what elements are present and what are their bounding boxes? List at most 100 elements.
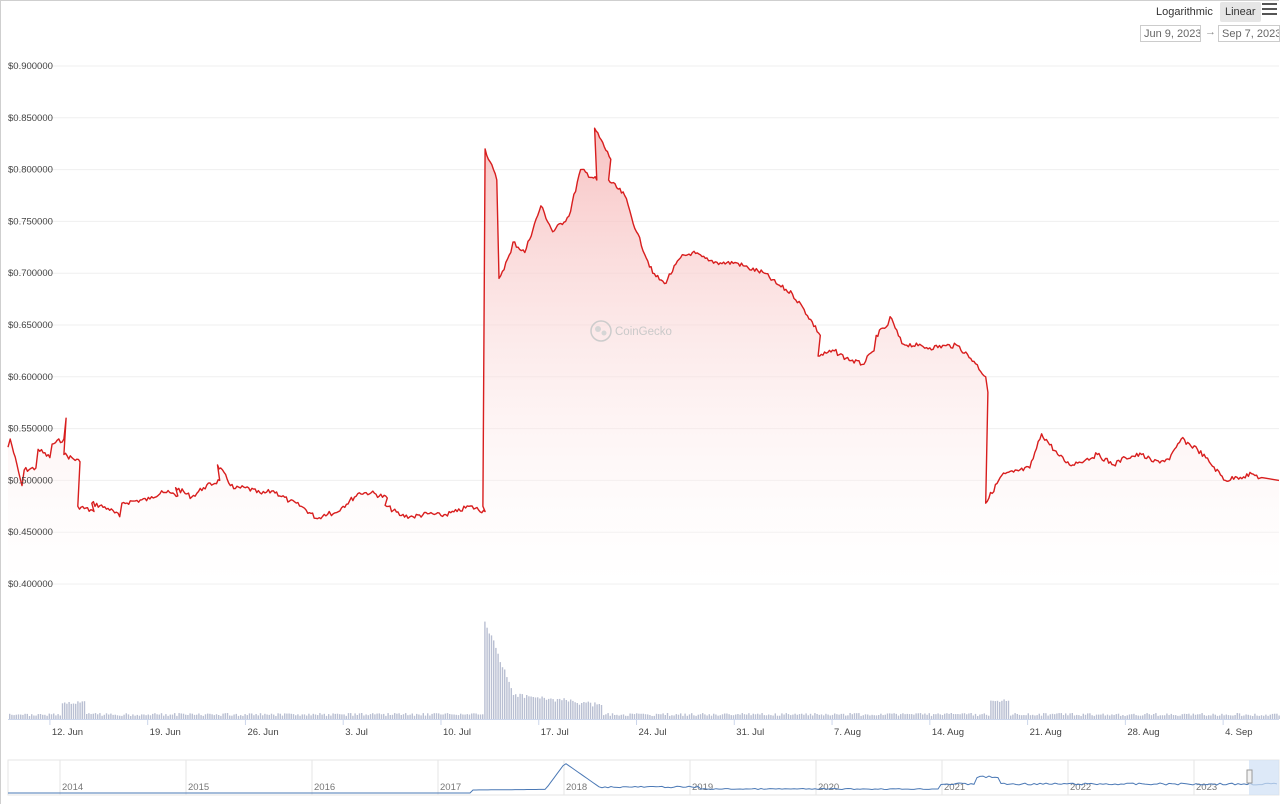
volume-bar	[42, 714, 44, 719]
volume-bar	[1245, 714, 1247, 719]
volume-bar	[143, 714, 145, 719]
volume-bar	[424, 715, 427, 719]
volume-bar	[867, 714, 869, 719]
volume-bar	[1258, 715, 1260, 719]
volume-bar	[728, 714, 730, 719]
volume-bar	[1265, 714, 1267, 719]
volume-bar	[552, 699, 554, 719]
volume-bar	[200, 715, 202, 719]
navigator-tick-label: 2015	[188, 782, 209, 793]
volume-bar	[721, 714, 724, 719]
volume-bar	[596, 704, 598, 719]
volume-bar	[413, 715, 416, 719]
volume-bar	[508, 681, 510, 719]
volume-bar	[1190, 715, 1192, 719]
volume-bar	[389, 715, 391, 719]
volume-bar	[31, 714, 33, 719]
volume-bar	[64, 702, 66, 719]
volume-bar	[640, 713, 642, 719]
volume-bar	[495, 647, 497, 719]
volume-bar	[818, 714, 820, 719]
navigator-handle[interactable]	[1246, 769, 1253, 784]
volume-bar	[55, 715, 57, 719]
navigator-frame	[7, 759, 1280, 796]
volume-bar	[451, 714, 453, 719]
date-to-input[interactable]: Sep 7, 2023	[1218, 25, 1280, 42]
linear-button[interactable]: Linear	[1220, 2, 1261, 22]
navigator-tick-label: 2023	[1196, 782, 1217, 793]
volume-bar	[127, 714, 130, 719]
date-from-input[interactable]: Jun 9, 2023	[1140, 25, 1201, 42]
volume-bar	[977, 716, 979, 719]
volume-bar	[812, 715, 814, 719]
volume-bar	[889, 713, 891, 719]
volume-bar	[477, 714, 479, 719]
volume-bar	[1025, 715, 1027, 719]
volume-bar	[264, 713, 266, 719]
volume-bar	[270, 713, 273, 719]
volume-bar	[878, 715, 880, 719]
logarithmic-button[interactable]: Logarithmic	[1156, 6, 1213, 18]
volume-bar	[554, 701, 556, 719]
volume-bar	[226, 713, 229, 719]
volume-bar	[779, 715, 781, 719]
volume-bar	[981, 714, 983, 719]
volume-bar	[1199, 714, 1201, 719]
volume-bar	[875, 715, 878, 719]
volume-bar	[1168, 715, 1170, 719]
volume-bar	[90, 714, 92, 719]
volume-bar	[1058, 713, 1060, 719]
hamburger-menu-icon[interactable]	[1262, 3, 1277, 17]
volume-bar	[174, 713, 176, 719]
volume-bar	[1133, 713, 1135, 719]
volume-bar	[1060, 713, 1062, 719]
volume-bar	[1144, 714, 1146, 719]
volume-bar	[83, 701, 86, 719]
volume-bar	[849, 713, 851, 719]
volume-bar	[618, 715, 620, 719]
volume-bar	[831, 714, 834, 719]
navigator-tick-label: 2018	[566, 782, 587, 793]
volume-bar	[237, 715, 240, 719]
volume-bar	[119, 715, 121, 719]
volume-bar	[935, 714, 937, 719]
navigator[interactable]: 2014 2015 2016 2017 2018 2019 2020 2021 2022 2023	[7, 759, 1280, 796]
volume-bar	[57, 714, 59, 719]
volume-bar	[198, 713, 200, 719]
volume-bar	[1183, 713, 1186, 719]
volume-bar	[466, 714, 468, 719]
volume-bar	[306, 715, 308, 719]
volume-bar	[717, 715, 719, 719]
volume-bar	[1029, 715, 1032, 719]
volume-bar	[438, 713, 440, 719]
volume-bar	[790, 715, 792, 719]
volume-bar	[702, 713, 704, 719]
volume-bar	[759, 714, 761, 719]
y-tick-label: $0.900000	[8, 61, 53, 72]
volume-bar	[792, 714, 794, 719]
volume-bar	[1153, 714, 1155, 719]
volume-bar	[141, 714, 143, 719]
volume-bar	[442, 714, 444, 719]
volume-bar	[277, 713, 279, 719]
volume-bar	[343, 714, 345, 719]
volume-bar	[26, 713, 28, 719]
volume-bar	[281, 715, 284, 719]
volume-bar	[578, 704, 581, 719]
volume-bar	[983, 713, 985, 719]
volume-bar	[926, 714, 928, 719]
volume-bar	[211, 714, 213, 719]
volume-bar	[427, 713, 429, 719]
navigator-selection[interactable]	[1249, 760, 1279, 795]
volume-bar	[1216, 715, 1219, 719]
volume-bar	[1111, 714, 1113, 719]
volume-bar	[655, 713, 658, 719]
volume-bar	[565, 700, 567, 719]
volume-bar	[768, 714, 770, 719]
volume-bar	[92, 713, 94, 719]
volume-bar	[563, 698, 565, 719]
volume-bar	[473, 713, 475, 719]
volume-bar	[138, 715, 141, 719]
volume-bar	[457, 715, 460, 719]
